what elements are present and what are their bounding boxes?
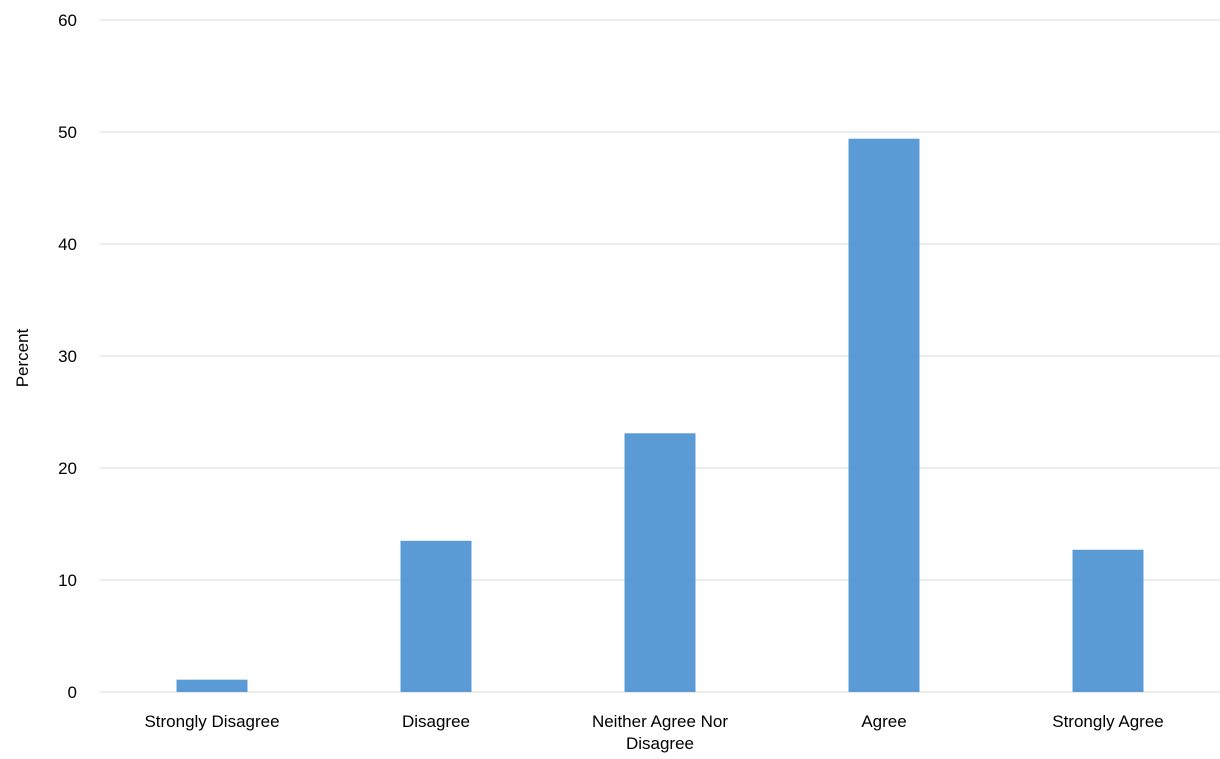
x-category-label: Disagree [626, 734, 694, 753]
x-axis-labels: Strongly Disagree Disagree Neither Agree N… [144, 712, 1163, 753]
bar-0 [176, 679, 248, 692]
y-tick-label: 0 [68, 683, 77, 702]
x-category-label: Strongly Agree [1052, 712, 1164, 731]
y-tick-label: 50 [58, 123, 77, 142]
bars [176, 138, 1144, 693]
y-axis-title: Percent [13, 328, 32, 387]
y-tick-label: 40 [58, 235, 77, 254]
y-tick-label: 20 [58, 459, 77, 478]
x-category-label: Neither Agree Nor [592, 712, 728, 731]
x-category-label: Agree [861, 712, 906, 731]
y-tick-label: 10 [58, 571, 77, 590]
y-tick-label: 30 [58, 347, 77, 366]
bar-1 [400, 540, 472, 692]
x-category-label: Strongly Disagree [144, 712, 279, 731]
bar-2 [624, 433, 696, 692]
y-axis-ticks: 0 10 20 30 40 50 60 [58, 11, 77, 702]
y-tick-label: 60 [58, 11, 77, 30]
x-category-label: Disagree [402, 712, 470, 731]
bar-3 [848, 138, 920, 693]
bar-4 [1072, 549, 1144, 692]
